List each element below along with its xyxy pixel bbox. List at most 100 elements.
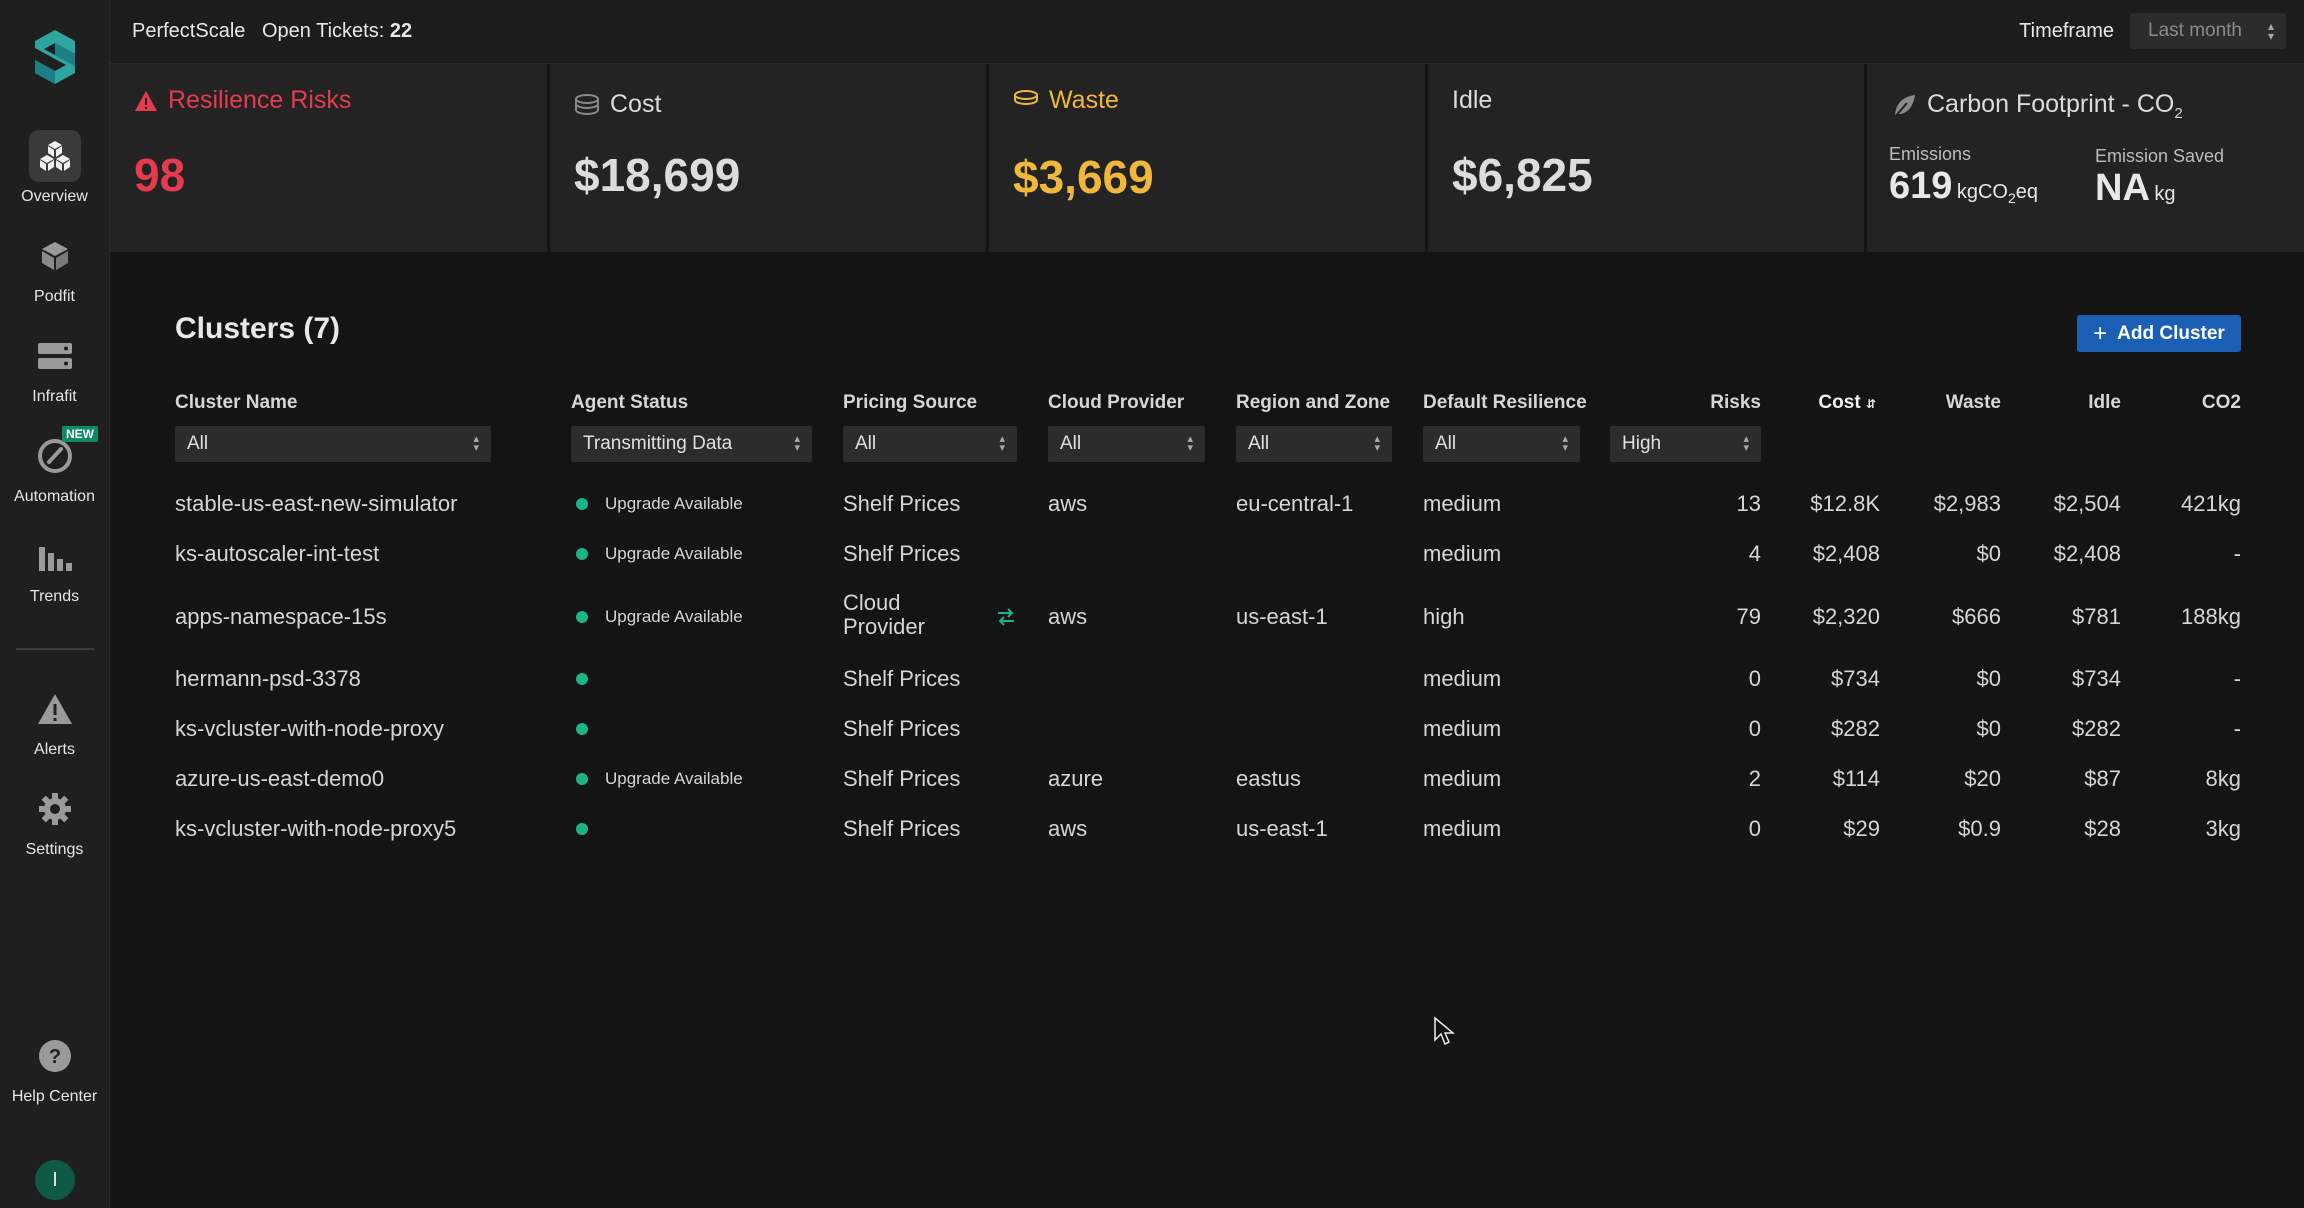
card-title: Carbon Footprint - CO: [1927, 90, 2175, 118]
cloud-provider: aws: [1048, 491, 1088, 516]
sidebar-item-label: Overview: [21, 188, 88, 205]
pricing-source: Shelf Prices: [843, 766, 961, 791]
idle-card[interactable]: Idle $6,825: [1428, 64, 1867, 252]
select-arrows-icon: ▴ ▾: [473, 433, 479, 454]
col-header-co2[interactable]: CO2: [2201, 392, 2241, 413]
card-value: $3,669: [1013, 151, 1154, 203]
default-resilience: medium: [1423, 541, 1502, 566]
sidebar-item-automation[interactable]: NEW Automation: [0, 426, 109, 506]
cluster-name[interactable]: hermann-psd-3378: [175, 666, 361, 691]
col-header-pricing-source[interactable]: Pricing Source: [843, 392, 978, 413]
filter-value: All: [187, 433, 209, 454]
status-dot: [576, 548, 588, 560]
cubes-icon: [28, 130, 81, 182]
open-tickets-label: Open Tickets:: [262, 20, 385, 42]
col-header-cost-label: Cost: [1818, 392, 1861, 413]
pricing-source-line: Cloud: [843, 590, 901, 615]
sidebar-item-label: Podfit: [34, 288, 75, 305]
resilience-risks-card[interactable]: Resilience Risks 98: [110, 64, 550, 252]
select-arrows-icon: ▴ ▾: [2267, 19, 2274, 43]
filter-pricing-source[interactable]: All ▴ ▾: [843, 426, 1017, 462]
filter-value: High: [1622, 433, 1662, 454]
risks-value: 0: [1748, 816, 1761, 841]
card-title: Resilience Risks: [168, 86, 352, 114]
cloud-provider: aws: [1048, 816, 1088, 841]
col-header-agent-status[interactable]: Agent Status: [571, 392, 689, 413]
emission-saved-value: NA: [2095, 167, 2150, 209]
help-icon: ?: [29, 1030, 81, 1082]
sidebar-item-infrafit[interactable]: Infrafit: [0, 330, 109, 406]
waste-value: $2,983: [1933, 491, 2001, 516]
idle-value: $781: [2072, 604, 2121, 629]
waste-card[interactable]: Waste $3,669: [989, 64, 1428, 252]
coins-icon: [1014, 89, 1038, 105]
status-dot: [576, 673, 588, 685]
filter-default-resilience[interactable]: All ▴ ▾: [1423, 426, 1580, 462]
cube-icon: [29, 230, 81, 282]
sidebar-item-help-center[interactable]: ? Help Center: [0, 1030, 109, 1106]
sidebar-item-alerts[interactable]: Alerts: [0, 683, 109, 759]
status-dot: [576, 611, 588, 623]
filter-value: Transmitting Data: [583, 433, 733, 454]
filter-agent-status[interactable]: Transmitting Data ▴ ▾: [571, 426, 812, 462]
open-tickets[interactable]: Open Tickets: 22: [262, 20, 412, 43]
col-header-cloud-provider[interactable]: Cloud Provider: [1048, 392, 1185, 413]
carbon-footprint-card[interactable]: Carbon Footprint - CO2 Emissions 619 kgC…: [1867, 64, 2304, 252]
avatar[interactable]: I: [35, 1160, 75, 1200]
swap-icon[interactable]: [996, 608, 1016, 626]
card-value: 98: [134, 149, 186, 201]
card-value: $18,699: [574, 149, 741, 201]
sidebar-item-overview[interactable]: Overview: [0, 130, 109, 206]
cluster-name[interactable]: azure-us-east-demo0: [175, 766, 385, 791]
filter-risks[interactable]: High ▴ ▾: [1610, 426, 1761, 462]
filter-value: All: [1060, 433, 1082, 454]
timeframe-select[interactable]: Last month ▴ ▾: [2130, 13, 2286, 49]
region-zone: us-east-1: [1236, 604, 1328, 629]
filter-value: All: [855, 433, 877, 454]
sidebar: Overview Podfit Infrafit NEW Automation …: [0, 0, 110, 1208]
filter-region-zone[interactable]: All ▴ ▾: [1236, 426, 1392, 462]
risks-value: 0: [1748, 666, 1761, 691]
col-header-cost[interactable]: Cost ⇵: [1818, 392, 1876, 414]
sidebar-item-podfit[interactable]: Podfit: [0, 230, 109, 306]
gear-icon: [29, 783, 81, 835]
waste-value: $0: [1976, 716, 2001, 741]
select-arrows-icon: ▴ ▾: [794, 433, 800, 454]
card-title-subscript: 2: [2174, 105, 2183, 122]
select-arrows-icon: ▴ ▾: [1374, 433, 1380, 454]
cloud-provider: aws: [1048, 604, 1088, 629]
risks-value: 13: [1736, 491, 1761, 516]
col-header-default-resilience[interactable]: Default Resilience: [1423, 392, 1587, 413]
cluster-name[interactable]: stable-us-east-new-simulator: [175, 491, 458, 516]
timeframe-label: Timeframe: [2019, 20, 2114, 42]
pricing-source-line: Provider: [843, 614, 925, 639]
open-tickets-count: 22: [389, 20, 413, 42]
cluster-name[interactable]: apps-namespace-15s: [175, 604, 387, 629]
cost-value: $734: [1831, 666, 1880, 691]
col-header-idle[interactable]: Idle: [2088, 392, 2121, 413]
cost-card[interactable]: Cost $18,699: [550, 64, 989, 252]
col-header-cluster-name[interactable]: Cluster Name: [175, 392, 298, 413]
pricing-source: Cloud Provider: [843, 591, 925, 639]
emissions-value: 619: [1889, 165, 1953, 207]
filter-cloud-provider[interactable]: All ▴ ▾: [1048, 426, 1205, 462]
cost-value: $12.8K: [1810, 491, 1880, 516]
perfectscale-logo[interactable]: [32, 28, 78, 86]
cluster-name[interactable]: ks-vcluster-with-node-proxy5: [175, 816, 457, 841]
leaf-icon: [1893, 95, 1915, 119]
status-dot: [576, 823, 588, 835]
filter-cluster-name[interactable]: All ▴ ▾: [175, 426, 491, 462]
cluster-name[interactable]: ks-vcluster-with-node-proxy: [175, 716, 444, 741]
default-resilience: medium: [1423, 666, 1502, 691]
sidebar-item-trends[interactable]: Trends: [0, 530, 109, 606]
risks-value: 79: [1736, 604, 1761, 629]
cluster-name[interactable]: ks-autoscaler-int-test: [175, 541, 380, 566]
sidebar-item-settings[interactable]: Settings: [0, 783, 109, 859]
col-header-risks[interactable]: Risks: [1710, 392, 1761, 413]
add-cluster-button[interactable]: + Add Cluster: [2077, 315, 2241, 352]
col-header-region-zone[interactable]: Region and Zone: [1236, 392, 1391, 413]
agent-status: Upgrade Available: [605, 607, 743, 626]
status-dot: [576, 773, 588, 785]
col-header-waste[interactable]: Waste: [1945, 392, 2001, 413]
waste-value: $666: [1952, 604, 2001, 629]
